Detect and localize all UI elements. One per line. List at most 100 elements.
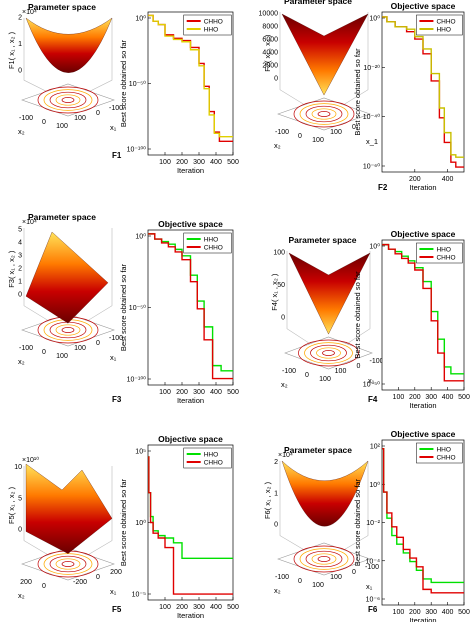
y-axis-label: Best score obtained so far [119, 478, 128, 566]
function-label: F1 [112, 151, 122, 160]
objective-space-plot: Objective space 10² 10⁰ 10⁻² 10⁻⁴ 10⁻⁶ 100 200 3… [353, 429, 470, 622]
y-tick-label: 10⁻⁴⁰ [363, 113, 380, 121]
contour-line [43, 89, 93, 111]
x-tick-label: 200 [409, 176, 421, 183]
x-tick-label: 200 [176, 159, 188, 166]
x-tick-label: 200 [176, 389, 188, 396]
y-tick-label: -100 [275, 574, 289, 581]
x-tick-label: 400 [442, 176, 454, 183]
objective-space-plot: Objective space 10⁰ 10⁻⁵⁰ 10⁻¹⁰⁰ 100 200 300 40… [119, 219, 239, 405]
surface [25, 231, 109, 324]
contour-line [305, 550, 343, 568]
legend-entry: HHO [436, 27, 450, 34]
contour-line [304, 342, 353, 364]
y-tick-label: 10⁻²⁰ [363, 64, 380, 72]
y-tick-label: 100 [312, 137, 324, 144]
x-tick-label: 200 [409, 394, 421, 401]
parameter-space-title: Parameter space [28, 2, 96, 12]
legend-entry: HHO [436, 247, 450, 254]
y-axis-label: Best score obtained so far [353, 48, 362, 136]
contour-line [311, 108, 337, 120]
y-tick-label: 10⁰ [369, 15, 380, 23]
x-tick-label: 200 [110, 569, 122, 576]
z-tick-label: 2 [274, 459, 278, 466]
x-tick-label: 400 [442, 394, 454, 401]
y-axis-label: x₂ [18, 591, 25, 600]
y-tick-label: 100 [312, 582, 324, 589]
legend-entry: HHO [204, 237, 218, 244]
function-label: F6 [368, 605, 378, 614]
x-tick-label: 100 [330, 574, 342, 581]
x-tick-label: 100 [393, 609, 405, 616]
x-tick-label: 0 [96, 574, 100, 581]
legend-entry: HHO [204, 452, 218, 459]
z-tick-label: 1 [18, 278, 22, 285]
x-tick-label: 400 [210, 159, 222, 166]
x-axis-label: Iteration [177, 166, 204, 175]
y-axis-label: Best score obtained so far [119, 39, 128, 127]
objective-space-plot: 10⁰ 10⁻⁵⁰ 10⁻¹⁰⁰ 100 200 300 400 500 Iteration Be… [119, 11, 239, 175]
y-tick-label: 10⁵ [135, 449, 146, 456]
x-axis-label: Iteration [177, 396, 204, 405]
series-line-hho [382, 16, 464, 158]
x-tick-label: -100 [109, 335, 123, 342]
function-label: F2 [378, 183, 388, 192]
x-axis-label: x₁ [368, 376, 375, 385]
z-tick-label: 0 [274, 522, 278, 529]
y-tick-label: 10⁻⁵⁰ [129, 304, 146, 312]
y-tick-label: 0 [42, 349, 46, 356]
z-tick-label: 100 [273, 249, 285, 256]
x-tick-label: 100 [330, 129, 342, 136]
y-tick-label: 100 [56, 123, 68, 130]
y-tick-label: 10² [370, 444, 381, 451]
z-axis-label: F6( x₁ , x₂ ) [263, 481, 272, 519]
contour-line [37, 86, 99, 114]
y-tick-label: 100 [56, 353, 68, 360]
objective-space-title: Objective space [158, 219, 223, 229]
legend-entry: CHHO [436, 19, 455, 26]
series-line-hho [148, 14, 233, 138]
y-tick-label: -100 [19, 115, 33, 122]
parameter-space-title: Parameter space [284, 0, 352, 6]
z-tick-label: 0 [18, 527, 22, 534]
x-axis-label: Iteration [177, 611, 204, 620]
y-tick-label: 10⁻² [366, 520, 380, 527]
x-tick-label: 300 [425, 394, 437, 401]
y-axis-label: x₂ [274, 586, 281, 595]
objective-space-title: Objective space [391, 1, 456, 11]
y-axis-label: Best score obtained so far [353, 478, 362, 566]
parameter-space-title: Parameter space [284, 445, 352, 455]
x-axis-label: x_1 [366, 137, 378, 146]
contour-line [61, 561, 75, 567]
y-tick-label: 0 [298, 578, 302, 585]
contour-line [316, 347, 341, 359]
y-tick-label: 10⁰ [135, 233, 146, 241]
contour-line [55, 324, 81, 336]
legend-entry: HHO [436, 447, 450, 454]
x-tick-label: 200 [176, 604, 188, 611]
z-tick-label: 2 [18, 265, 22, 272]
x-tick-label: 500 [227, 389, 239, 396]
legend-entry: CHHO [204, 19, 223, 26]
x-tick-label: -100 [109, 105, 123, 112]
x-axis-label: x₁ [366, 582, 373, 591]
z-tick-label: 1 [18, 41, 22, 48]
y-tick-label: 10⁻¹⁰⁰ [127, 146, 147, 154]
contour-line [293, 100, 355, 128]
y-tick-label: 10⁰ [369, 243, 380, 251]
legend-entry: CHHO [204, 460, 223, 467]
y-axis-label: x₂ [281, 380, 288, 389]
y-tick-label: -100 [275, 129, 289, 136]
legend-entry: CHHO [436, 455, 455, 462]
contour-line [49, 555, 87, 573]
floor-plane [21, 83, 115, 117]
x-axis-label: x₁ [110, 353, 117, 362]
y-tick-label: 0 [298, 133, 302, 140]
